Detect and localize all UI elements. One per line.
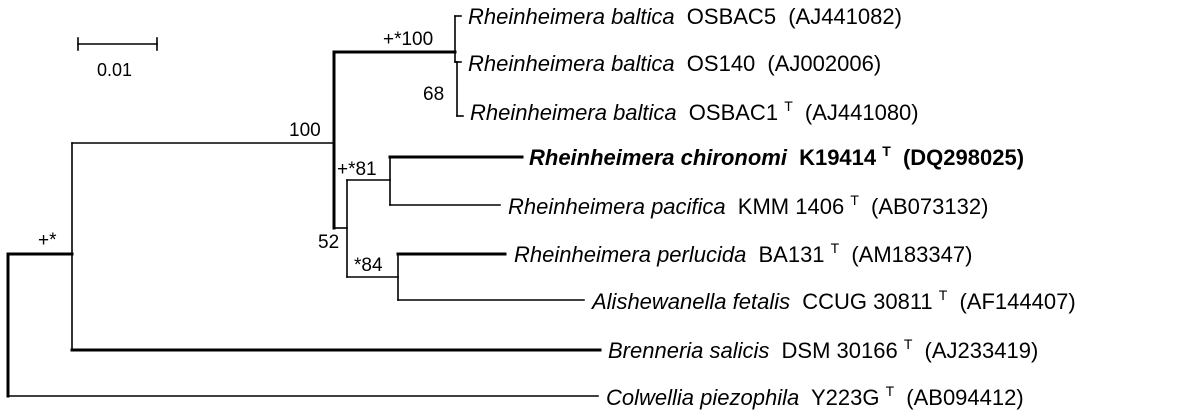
taxon-labels: Rheinheimera baltica OSBAC5 (AJ441082) R… — [468, 4, 1076, 410]
taxon-accession: (AJ002006) — [767, 51, 881, 76]
taxon-species-name: Rheinheimera chironomi — [529, 145, 788, 170]
taxon-label-highlighted: Rheinheimera chironomi K19414 T (DQ29802… — [529, 136, 1024, 170]
taxon-strain: OS140 — [687, 51, 756, 76]
taxon-strain: KMM 1406 — [738, 194, 844, 219]
taxon-species-name: Brenneria salicis — [608, 338, 769, 363]
taxon-accession: (AF144407) — [959, 289, 1075, 314]
ingroup-support: +* — [38, 230, 57, 251]
core-group-support: 52 — [318, 232, 339, 253]
tree-branches — [6, 15, 602, 398]
rheinheimera-clade-support: 100 — [289, 120, 321, 141]
taxon-label: Rheinheimera perlucida BA131 T (AM183347… — [514, 233, 972, 267]
taxon-species-name: Colwellia piezophila — [606, 385, 799, 410]
taxon-label: Rheinheimera baltica OS140 (AJ002006) — [468, 51, 881, 76]
perlucida-alishewanella-support: *84 — [354, 255, 383, 276]
taxon-strain: Y223G — [811, 385, 880, 410]
taxon-species-name: Rheinheimera baltica — [468, 51, 675, 76]
taxon-label: Rheinheimera baltica OSBAC1 T (AJ441080) — [470, 91, 919, 125]
taxon-strain: BA131 — [758, 242, 824, 267]
type-strain-mark: T — [882, 143, 891, 159]
taxon-accession: (AJ441082) — [788, 4, 902, 29]
taxon-label: Brenneria salicis DSM 30166 T (AJ233419) — [608, 329, 1038, 363]
type-strain-mark: T — [886, 383, 895, 399]
taxon-label: Colwellia piezophila Y223G T (AB094412) — [606, 376, 1024, 410]
type-strain-mark: T — [850, 192, 859, 208]
scale-bar-label: 0.01 — [97, 60, 132, 80]
taxon-accession: (AM183347) — [851, 242, 972, 267]
type-strain-mark: T — [939, 287, 948, 303]
taxon-accession: (AB073132) — [871, 194, 988, 219]
taxon-species-name: Rheinheimera baltica — [470, 100, 677, 125]
type-strain-mark: T — [831, 240, 840, 256]
baltica-clade-support: +*100 — [383, 29, 433, 50]
taxon-species-name: Rheinheimera perlucida — [514, 242, 746, 267]
baltica-inner-support: 68 — [423, 84, 444, 105]
taxon-species-name: Rheinheimera baltica — [468, 4, 675, 29]
taxon-strain: OSBAC5 — [687, 4, 776, 29]
taxon-strain: CCUG 30811 — [802, 289, 932, 314]
type-strain-mark: T — [784, 98, 793, 114]
taxon-label: Alishewanella fetalis CCUG 30811 T (AF14… — [590, 280, 1076, 314]
scale-bar: 0.01 — [77, 37, 158, 80]
type-strain-mark: T — [904, 336, 913, 352]
taxon-accession: (AJ441080) — [805, 100, 919, 125]
node-support-labels: +*100 68 100 +*81 52 *84 +* — [38, 29, 444, 276]
chironomi-pacifica-support: +*81 — [337, 159, 377, 180]
taxon-strain: OSBAC1 — [689, 100, 778, 125]
taxon-label: Rheinheimera baltica OSBAC5 (AJ441082) — [468, 4, 902, 29]
taxon-accession: (AJ233419) — [925, 338, 1039, 363]
taxon-species-name: Alishewanella fetalis — [590, 289, 790, 314]
taxon-accession: (DQ298025) — [903, 145, 1024, 170]
taxon-accession: (AB094412) — [906, 385, 1023, 410]
taxon-strain: DSM 30166 — [782, 338, 898, 363]
taxon-strain: K19414 — [799, 145, 877, 170]
taxon-species-name: Rheinheimera pacifica — [508, 194, 726, 219]
taxon-label: Rheinheimera pacifica KMM 1406 T (AB0731… — [508, 185, 988, 219]
